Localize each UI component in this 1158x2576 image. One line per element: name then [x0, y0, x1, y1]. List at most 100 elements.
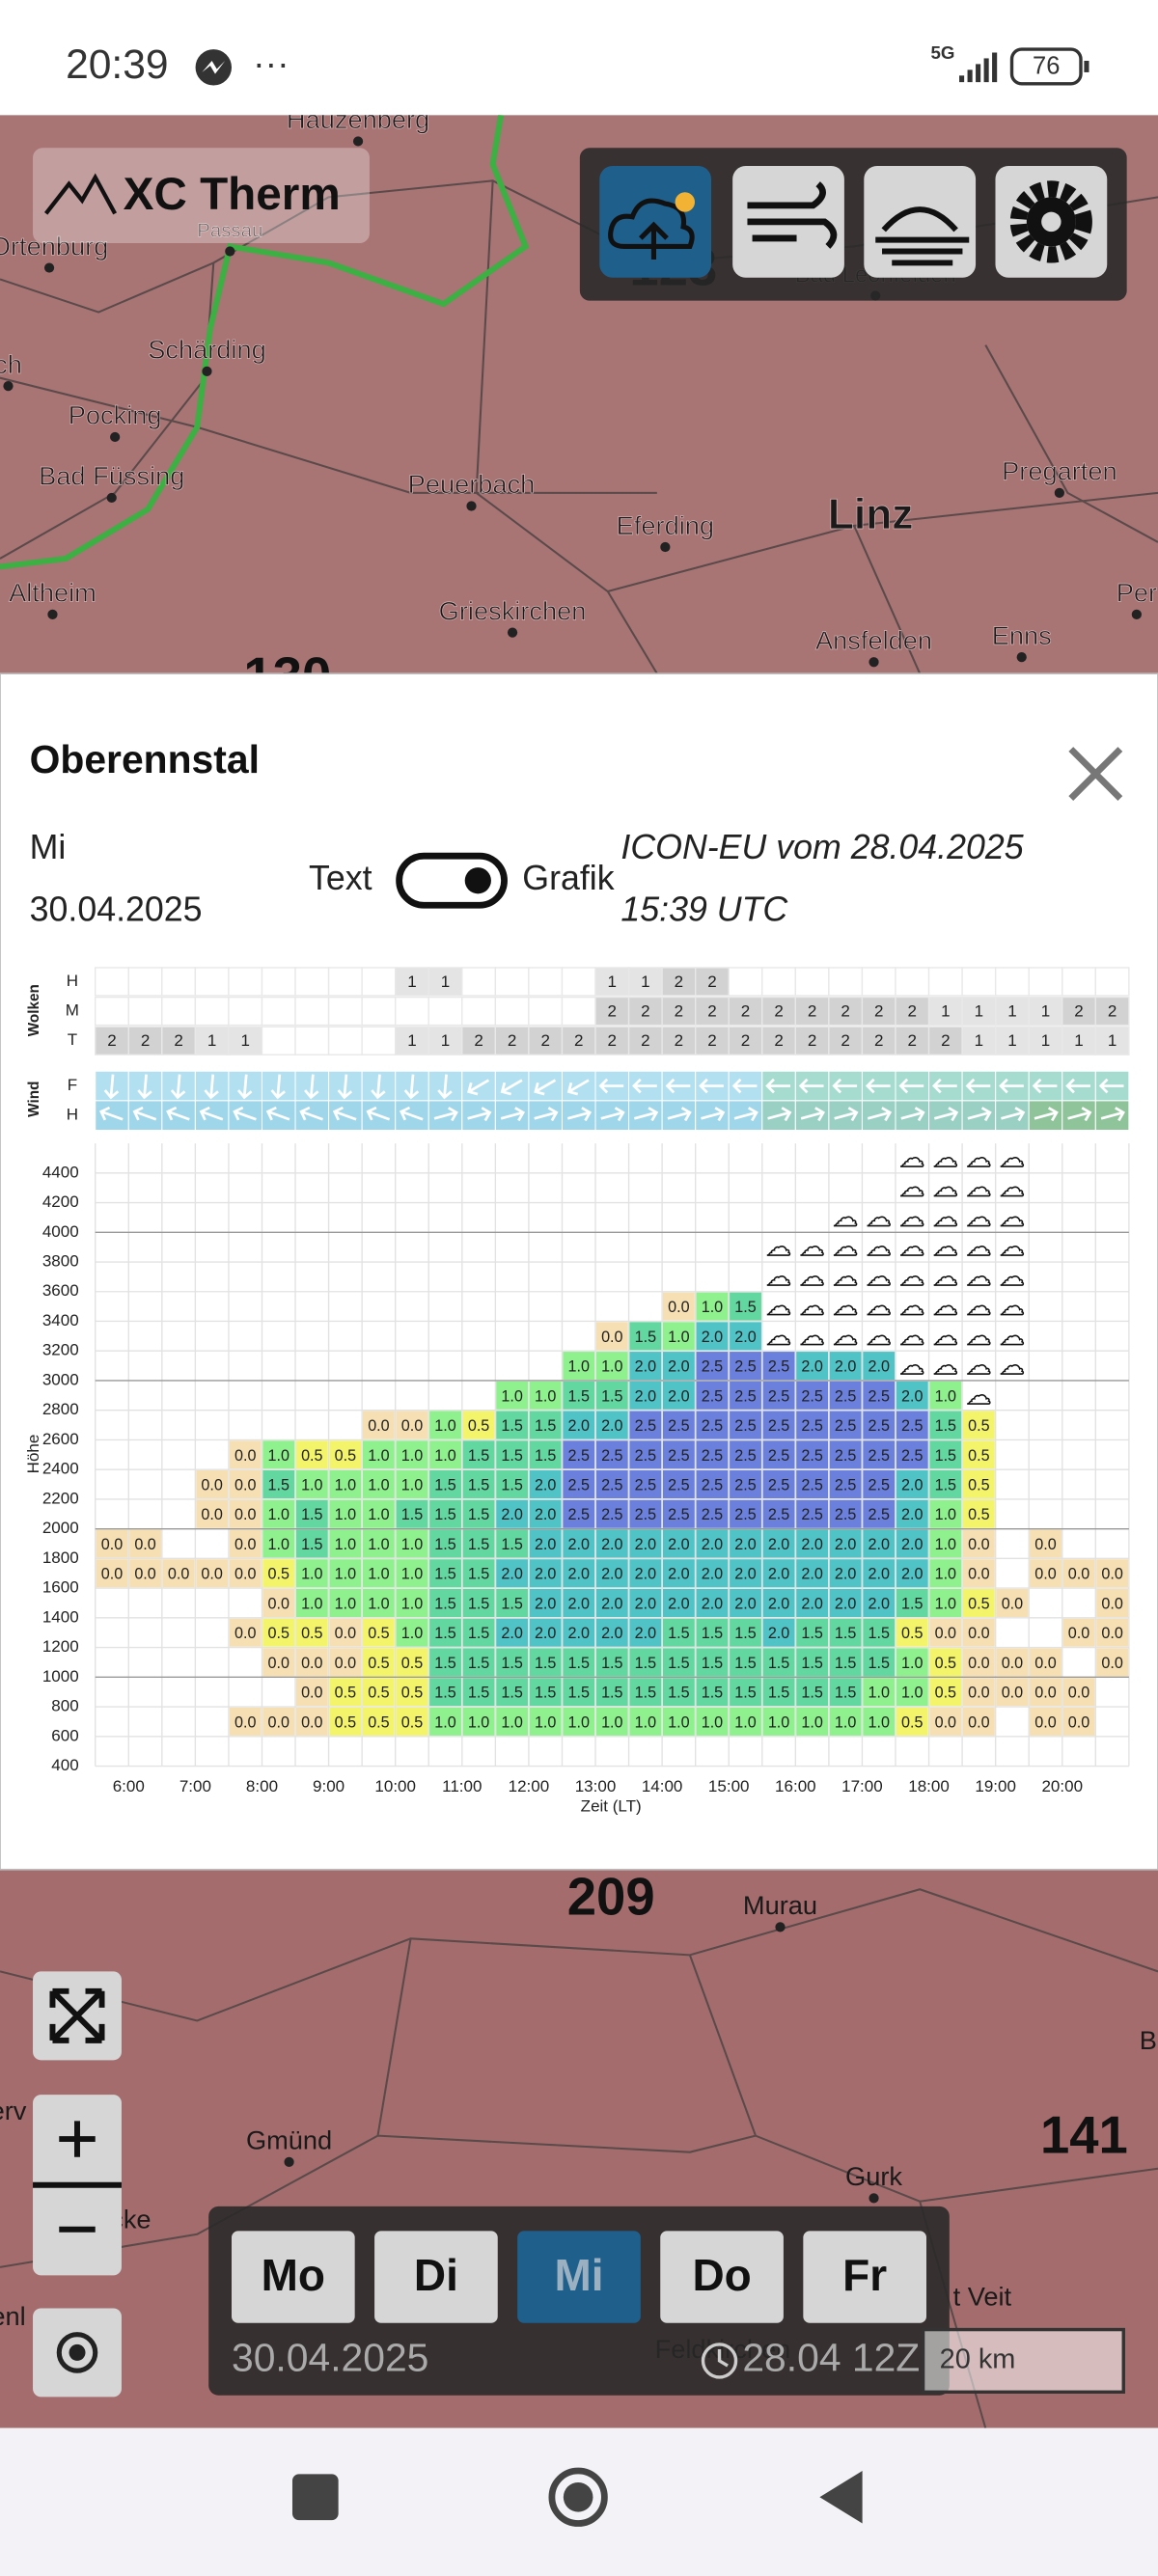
- wind-arrow: [534, 1107, 559, 1122]
- thermal-cell: [496, 1381, 529, 1410]
- thermal-cell: [529, 1648, 562, 1677]
- thermal-cell: [863, 1678, 896, 1707]
- thermal-value: 2.0: [868, 1536, 889, 1553]
- thermal-value: 0.0: [1068, 1566, 1089, 1583]
- day-button[interactable]: [803, 2231, 926, 2323]
- thermal-value: 2.0: [601, 1566, 622, 1583]
- day-button[interactable]: [517, 2231, 641, 2323]
- thermal-cell: [629, 1529, 662, 1558]
- thermal-cell: [595, 1618, 628, 1647]
- cloud-icon: ☁: [933, 1234, 958, 1261]
- nav-home[interactable]: [548, 2467, 608, 2527]
- thermal-cell: [196, 1499, 229, 1528]
- x-tick-label: 11:00: [442, 1777, 482, 1795]
- cloud-cell: [828, 967, 864, 997]
- thermal-value: 1.0: [702, 1299, 723, 1316]
- day-button[interactable]: [374, 2231, 498, 2323]
- x-tick-label: 10:00: [374, 1777, 416, 1795]
- thermal-cell: [563, 1529, 595, 1558]
- place-dot: [3, 381, 14, 392]
- thermal-value: 1.5: [501, 1447, 522, 1465]
- day-label: Mi: [554, 2250, 603, 2300]
- thermal-cell: [595, 1470, 628, 1499]
- thermal-cell: [529, 1707, 562, 1736]
- nav-recent[interactable]: [291, 2474, 339, 2521]
- cloud-cell: [861, 996, 896, 1027]
- thermal-value: 1.5: [434, 1625, 455, 1642]
- thermal-cell: [863, 1618, 896, 1647]
- thermal-value: 2.0: [801, 1566, 822, 1583]
- wind-label: Wind: [26, 1082, 42, 1117]
- thermal-cell: [829, 1470, 862, 1499]
- thermal-cell: [363, 1499, 395, 1528]
- thermal-value: 0.0: [1101, 1566, 1122, 1583]
- thermal-value: 1.5: [434, 1536, 455, 1553]
- thermal-cell: [1096, 1559, 1129, 1588]
- day-button[interactable]: [232, 2231, 355, 2323]
- thermal-value: 0.0: [1034, 1685, 1056, 1702]
- thermal-value: 1.5: [734, 1299, 756, 1316]
- thermal-cell: [396, 1499, 428, 1528]
- thermal-value: 2.5: [801, 1476, 822, 1494]
- thermal-value: 0.0: [301, 1655, 322, 1672]
- thermal-value: 0.5: [968, 1417, 989, 1435]
- thermal-cell: [295, 1470, 328, 1499]
- cloud-icon: ☁: [833, 1234, 858, 1261]
- thermal-cell: [162, 1559, 195, 1588]
- thermal-cell: [496, 1707, 529, 1736]
- cloud-icon: ☁: [766, 1294, 791, 1321]
- thermal-cell: [696, 1648, 729, 1677]
- thermal-value: 2.0: [535, 1595, 556, 1612]
- thermal-cell: [662, 1618, 695, 1647]
- thermal-value: 1.5: [635, 1655, 656, 1672]
- day-button[interactable]: [660, 2231, 784, 2323]
- cloud-cell: [927, 996, 963, 1027]
- zoom-icons: [33, 2121, 122, 2233]
- thermal-cell: [363, 1470, 395, 1499]
- thermal-value: 1.5: [835, 1685, 856, 1702]
- thermal-cell: [730, 1648, 761, 1677]
- thermal-cell: [929, 1529, 962, 1558]
- thermal-value: 0.5: [968, 1506, 989, 1523]
- thermal-cell: [262, 1499, 295, 1528]
- wind-arrow: [500, 1079, 523, 1096]
- thermal-cell: [295, 1559, 328, 1588]
- thermal-value: 2.5: [868, 1417, 889, 1435]
- x-tick-label: 17:00: [841, 1777, 883, 1795]
- place-dot: [202, 366, 212, 376]
- thermal-cell: [229, 1440, 262, 1469]
- bar-date: 30.04.2025: [232, 2336, 428, 2380]
- cloud-value: 2: [608, 1031, 617, 1050]
- fullscreen-icon: [49, 1987, 105, 2043]
- wind-arrow: [170, 1074, 186, 1100]
- scale-box: [921, 2327, 1125, 2394]
- thermal-value: 2.5: [868, 1476, 889, 1494]
- thermal-value: 1.5: [835, 1625, 856, 1642]
- wind-arrow: [832, 1078, 858, 1094]
- close-button[interactable]: [1068, 747, 1123, 801]
- thermal-value: 2.5: [702, 1506, 723, 1523]
- panel-title: Oberennstal: [30, 737, 260, 781]
- thermal-value: 1.5: [768, 1655, 789, 1672]
- thermal-cell: [262, 1618, 295, 1647]
- thermal-cell: [896, 1648, 928, 1677]
- nav-back[interactable]: [819, 2471, 863, 2524]
- thermal-cell: [696, 1559, 729, 1588]
- thermal-cell: [796, 1381, 829, 1410]
- thermal-cell: [529, 1618, 562, 1647]
- thermal-cell: [462, 1529, 495, 1558]
- thermal-cell: [429, 1470, 461, 1499]
- thermal-cell: [962, 1618, 995, 1647]
- cloud-cell: [194, 967, 230, 997]
- thermal-cell: [595, 1529, 628, 1558]
- thermal-value: 2.0: [668, 1566, 689, 1583]
- place-label: Bad Füssing: [39, 461, 184, 491]
- cloud-row-label: H: [67, 972, 78, 990]
- day-label: Fr: [842, 2250, 887, 2300]
- cloud-cell: [994, 967, 1030, 997]
- thermal-cell: [896, 1381, 928, 1410]
- thermal-cell: [696, 1322, 729, 1351]
- thermal-cell: [929, 1440, 962, 1469]
- thermal-value: 1.5: [401, 1506, 423, 1523]
- wind-arrow: [965, 1078, 991, 1094]
